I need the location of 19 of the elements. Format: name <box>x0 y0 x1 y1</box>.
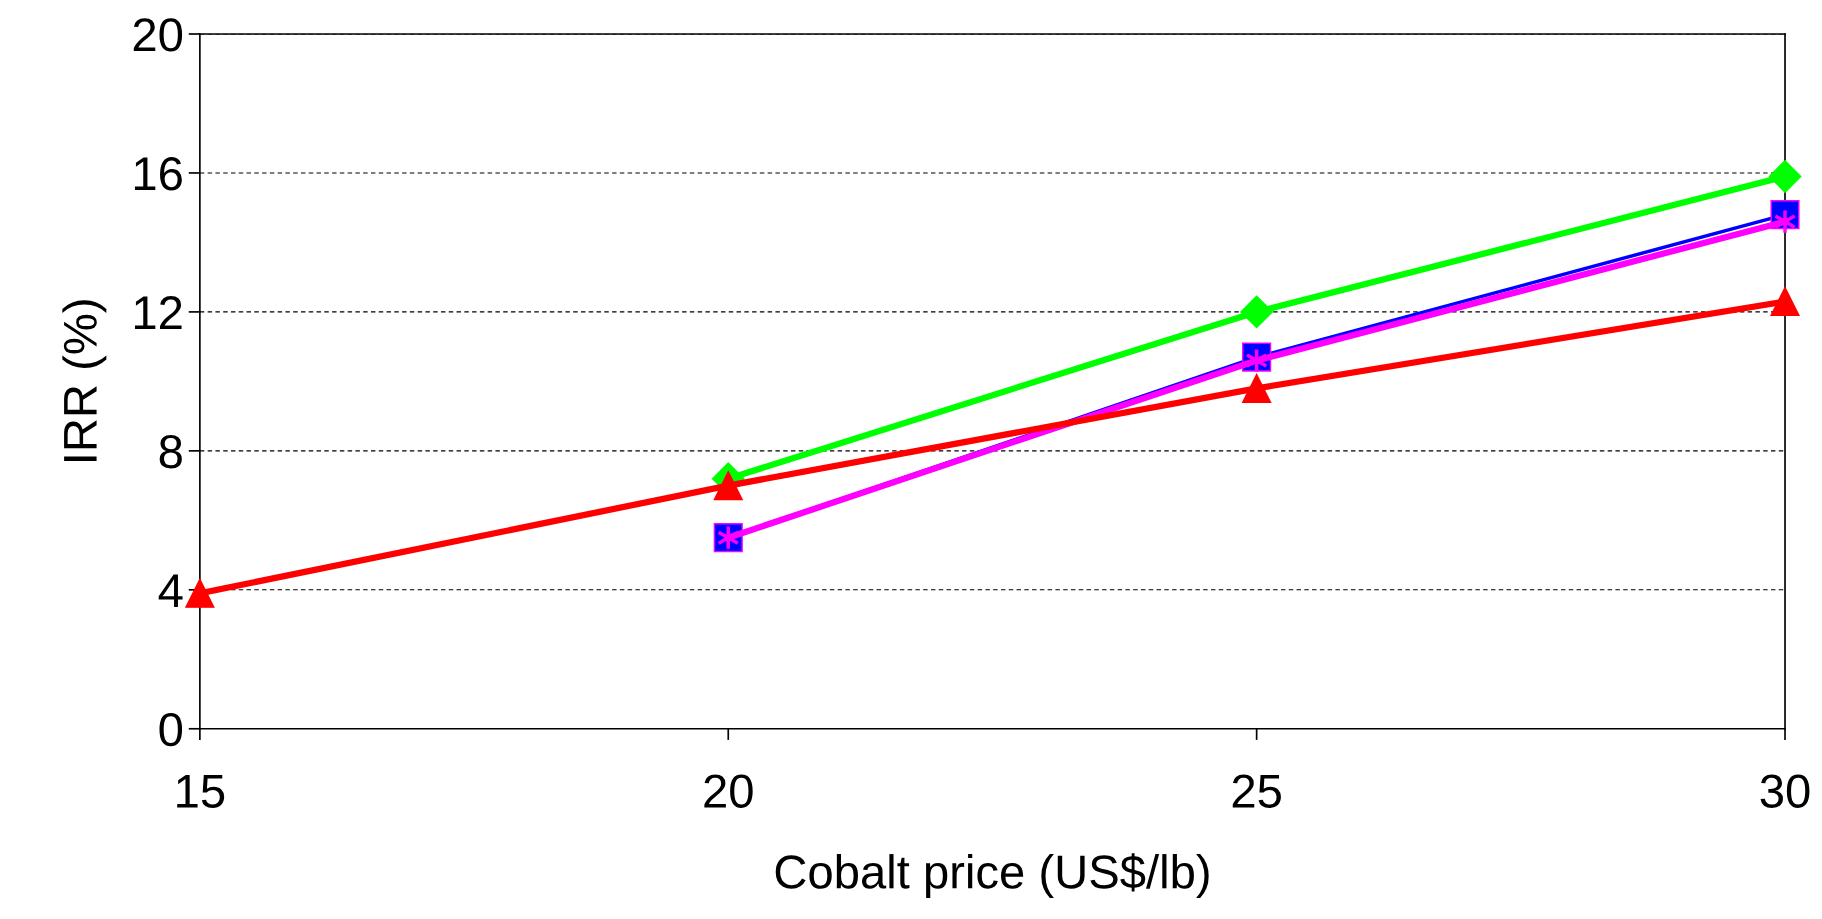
y-tick-label: 12 <box>134 296 182 330</box>
y-tick-label: 20 <box>133 18 183 52</box>
point <box>1770 286 1800 317</box>
y-axis-title: IRR (%) <box>62 300 107 461</box>
point <box>1240 295 1274 329</box>
y-tick-label: 4 <box>158 574 183 607</box>
x-tick-label: 30 <box>1760 774 1810 808</box>
x-tick-label: 15 <box>177 774 225 808</box>
point <box>185 578 215 608</box>
x-tick-label: 25 <box>1232 774 1281 808</box>
y-tick-label: 16 <box>134 157 182 191</box>
point <box>1242 373 1272 403</box>
point <box>1768 160 1802 193</box>
point <box>713 471 743 501</box>
y-tick-label: 0 <box>159 712 183 747</box>
y-tick-label: 8 <box>159 435 182 469</box>
x-tick-label: 20 <box>704 774 753 808</box>
point <box>1773 208 1797 235</box>
x-axis-title: Cobalt price (US$/lb) <box>775 853 1209 899</box>
